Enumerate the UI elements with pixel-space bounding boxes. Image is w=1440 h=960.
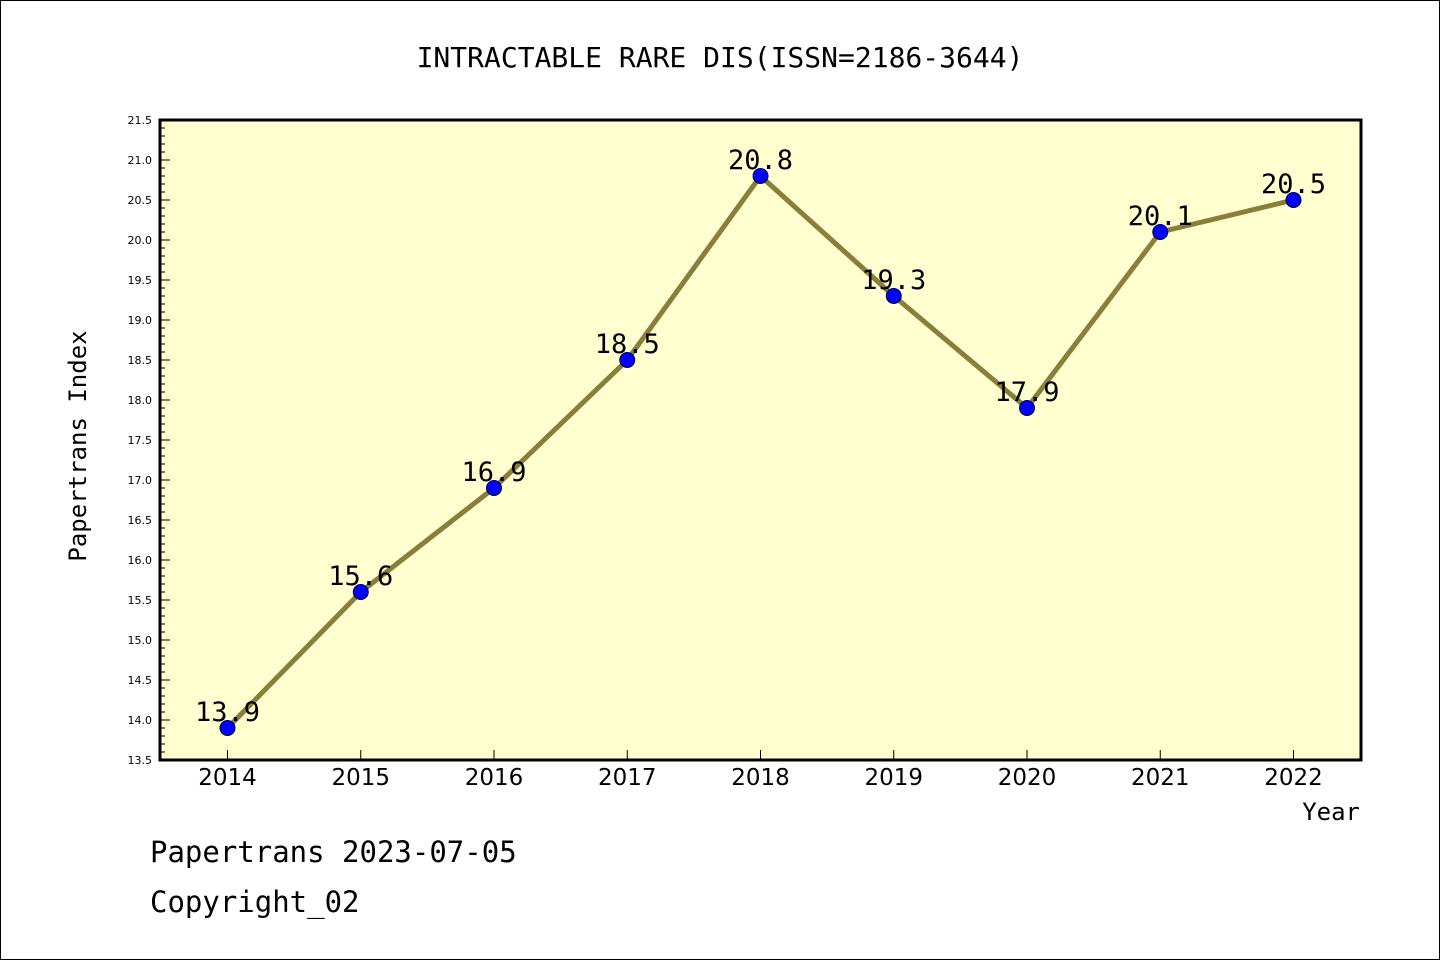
data-label: 18.5 bbox=[595, 329, 660, 360]
data-point bbox=[1285, 192, 1302, 208]
data-point bbox=[1152, 224, 1169, 240]
y-axis-label: Papertrans Index bbox=[64, 330, 92, 561]
x-tick-label: 2014 bbox=[198, 765, 257, 791]
y-tick-label: 15.5 bbox=[128, 594, 153, 607]
y-tick-label: 20.5 bbox=[128, 194, 153, 207]
y-tick-label: 14.0 bbox=[128, 714, 153, 727]
x-tick-label: 2017 bbox=[598, 765, 657, 791]
x-tick-label: 2019 bbox=[864, 765, 923, 791]
y-tick-label: 20.0 bbox=[128, 234, 153, 247]
y-tick-label: 17.0 bbox=[128, 474, 153, 487]
x-tick-label: 2021 bbox=[1131, 765, 1190, 791]
x-tick-label: 2020 bbox=[998, 765, 1057, 791]
y-tick-label: 17.5 bbox=[128, 434, 153, 447]
data-label: 20.8 bbox=[728, 145, 793, 176]
data-label: 13.9 bbox=[195, 697, 260, 728]
y-tick-label: 16.0 bbox=[128, 554, 153, 567]
y-tick-label: 18.0 bbox=[128, 394, 153, 407]
data-labels: 13.9 15.6 16.9 18.5 20.8 19.3 17.9 20.1 20.5 bbox=[195, 145, 1326, 728]
y-tick-label: 19.0 bbox=[128, 314, 153, 327]
x-tick-label: 2018 bbox=[731, 765, 790, 791]
x-tick-label: 2016 bbox=[465, 765, 524, 791]
data-point bbox=[486, 480, 502, 496]
x-axis-label: Year bbox=[1302, 798, 1360, 826]
y-tick-label: 19.5 bbox=[128, 274, 153, 287]
data-label: 17.9 bbox=[994, 377, 1059, 408]
x-axis: 2014 2015 2016 2017 2018 2019 2020 2021 2022 bbox=[198, 750, 1323, 791]
y-tick-label: 16.5 bbox=[128, 514, 153, 527]
y-axis: 13.5 14.0 14.5 15.0 15.5 16.0 16.5 17.0 17.5 18.0… bbox=[128, 114, 170, 767]
y-tick-label: 21.0 bbox=[128, 154, 153, 167]
x-tick-label: 2022 bbox=[1264, 765, 1323, 791]
data-point bbox=[1019, 400, 1035, 416]
data-point bbox=[619, 352, 636, 368]
plot-frame bbox=[158, 118, 1363, 762]
footer-copyright: Copyright_02 bbox=[150, 885, 360, 919]
data-point bbox=[352, 584, 369, 600]
data-point bbox=[885, 288, 902, 304]
data-label: 20.5 bbox=[1261, 169, 1326, 200]
data-point bbox=[752, 168, 769, 184]
y-tick-label: 15.0 bbox=[128, 634, 153, 647]
data-label: 19.3 bbox=[861, 265, 926, 296]
chart-title: INTRACTABLE RARE DIS(ISSN=2186-3644) bbox=[417, 41, 1024, 74]
data-label: 16.9 bbox=[461, 457, 526, 488]
y-tick-label: 18.5 bbox=[128, 354, 153, 367]
data-label: 15.6 bbox=[328, 561, 393, 592]
footer-date: Papertrans 2023-07-05 bbox=[150, 835, 517, 869]
data-point bbox=[219, 720, 236, 736]
data-markers bbox=[219, 168, 1302, 736]
data-label: 20.1 bbox=[1128, 201, 1193, 232]
y-tick-label: 14.5 bbox=[128, 674, 153, 687]
y-tick-label: 21.5 bbox=[128, 114, 153, 127]
x-tick-label: 2015 bbox=[331, 765, 390, 791]
y-tick-label: 13.5 bbox=[128, 754, 153, 767]
